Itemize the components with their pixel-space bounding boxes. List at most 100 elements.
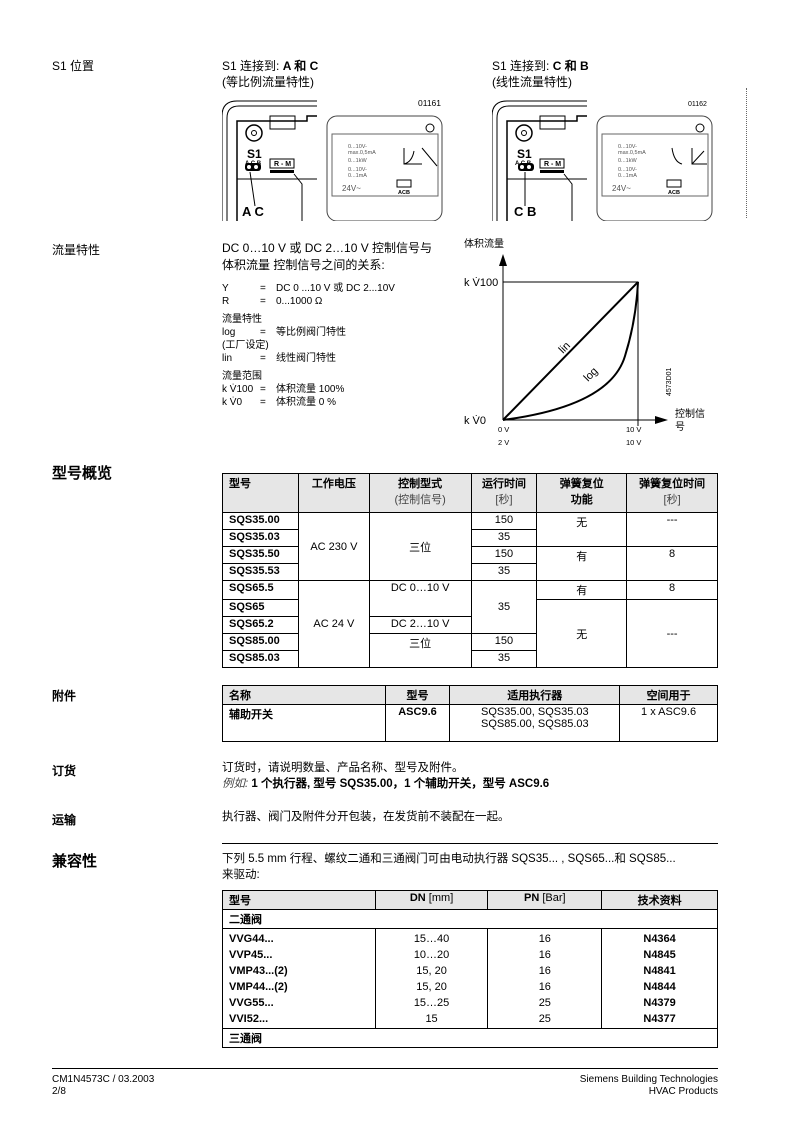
- b: DN: [409, 892, 426, 904]
- line: 来驱动:: [222, 869, 260, 881]
- line: SQS35.00, SQS35.03: [480, 706, 589, 718]
- cell: 15…25: [413, 997, 450, 1009]
- switch-position-label: A C: [242, 204, 265, 219]
- type-cell: ASC9.6: [384, 704, 451, 742]
- value: 等比例阀门特性: [276, 327, 346, 338]
- prefix: S1 连接到:: [222, 59, 283, 73]
- value: 线性阀门特性: [276, 353, 336, 364]
- flow-intro: DC 0…10 V 或 DC 2…10 V 控制信号与 体积流量 控制信号之间的…: [222, 240, 432, 274]
- control-cell: 三位: [368, 512, 472, 581]
- x-axis-label: 控制信: [675, 407, 705, 420]
- prefix: S1 连接到:: [492, 59, 553, 73]
- key: k V̇0: [222, 397, 243, 408]
- rm-text: R - M: [274, 161, 291, 168]
- cell: 10…20: [413, 949, 450, 961]
- runtime-cell: 35: [470, 529, 538, 547]
- cell: N4364: [643, 933, 676, 945]
- voltage-cell: AC 230 V: [297, 512, 370, 581]
- space-cell: 1 x ASC9.6: [619, 704, 718, 742]
- s1-left-diagram: 01161 S1 A C B R - M A C 24V~ 0...10V- m…: [222, 98, 443, 221]
- connector-label: ACB: [668, 190, 680, 196]
- col-voltage: 工作电压: [297, 473, 370, 513]
- col-doc: 技术资料: [601, 890, 718, 910]
- cell: 15, 20: [416, 981, 447, 993]
- h2: [秒]: [495, 494, 513, 506]
- diagram-code: 01161: [418, 98, 441, 108]
- runtime-cell: 150: [470, 512, 538, 530]
- data-rows: VVG44... VVP45... VMP43...(2) VMP44...(2) VV…: [222, 928, 718, 1029]
- example-label: 例如:: [222, 778, 249, 790]
- lin-label: lin: [557, 340, 573, 356]
- y-top-label: k V̇100: [464, 276, 498, 289]
- control-cell: DC 2…10 V: [368, 616, 472, 634]
- s1-label: S1 位置: [52, 59, 95, 73]
- spec: 0...10V-: [618, 144, 637, 150]
- range-row: k V̇0 = 体积流量 0 %: [222, 397, 337, 408]
- runtime-cell: 150: [470, 633, 538, 651]
- cell: VMP44...(2): [229, 981, 288, 993]
- cell: N4379: [643, 997, 676, 1009]
- cell: 25: [538, 1013, 551, 1025]
- key: log: [222, 327, 236, 338]
- type-cell: SQS35.00: [222, 512, 299, 530]
- log-label: log: [582, 365, 601, 384]
- line: 下列 5.5 mm 行程、螺纹二通和三通阀门可由电动执行器 SQS35... ,…: [222, 853, 676, 865]
- range-row: k V̇100 = 体积流量 100%: [222, 384, 345, 395]
- col-type: 型号: [384, 685, 451, 705]
- table-row: 辅助开关 ASC9.6 SQS35.00, SQS35.03 SQS85.00, SQ…: [222, 704, 718, 742]
- for-cell: SQS35.00, SQS35.03 SQS85.00, SQS85.03: [449, 704, 621, 742]
- h1: 运行时间: [481, 478, 526, 490]
- table-row: SQS65.2 DC 2…10 V: [222, 616, 718, 634]
- col-spring: 弹簧复位 功能: [536, 473, 628, 513]
- log-curve: [502, 281, 639, 421]
- type-col: VVG44... VVP45... VMP43...(2) VMP44...(2) VV…: [222, 928, 376, 1029]
- group-row: 三通阀: [222, 1028, 718, 1048]
- cell: 16: [538, 965, 551, 977]
- order-text: 订货时，请说明数量、产品名称、型号及附件。: [222, 762, 464, 774]
- char-row: lin = 线性阀门特性: [222, 353, 336, 364]
- springtime-cell: 8: [626, 580, 718, 600]
- table-row: SQS35.00 AC 230 V 三位 150 无 ---: [222, 512, 718, 581]
- models-table: 型号 工作电压 控制型式 (控制信号) 运行时间 [秒] 弹簧复位 功能 弹簧复位时间…: [222, 473, 718, 668]
- flow-label: 流量特性: [52, 243, 101, 257]
- cell: VVG44...: [229, 933, 274, 945]
- x-tick: 0 V: [498, 425, 509, 434]
- h1: 弹簧复位: [559, 478, 604, 490]
- h1: 控制型式: [398, 478, 443, 490]
- s1-right-title: S1 连接到: C 和 B: [492, 57, 589, 74]
- range-title: 流量范围: [222, 371, 262, 382]
- x-tick: 10 V: [626, 425, 641, 434]
- factory-setting: (工厂设定): [222, 340, 269, 351]
- spec: 0...1kW: [348, 158, 367, 164]
- h1: 弹簧复位时间: [639, 478, 706, 490]
- rm-text: R - M: [544, 161, 561, 168]
- cell: VVP45...: [229, 949, 273, 961]
- flow-characteristic-diagram: 体积流量 k V̇100 k V̇0 lin log 4573D01 控制信 号…: [464, 237, 705, 447]
- divider: [222, 843, 718, 844]
- cell: VVI52...: [229, 1013, 269, 1025]
- compat-label: 兼容性: [52, 853, 98, 870]
- x-axis-arrow: [655, 416, 668, 424]
- cell: N4377: [643, 1013, 676, 1025]
- key: R: [222, 296, 230, 307]
- division: HVAC Products: [648, 1086, 718, 1097]
- cell: N4844: [643, 981, 676, 993]
- b: PN: [524, 892, 540, 904]
- col-springtime: 弹簧复位时间 [秒]: [626, 473, 718, 513]
- doc-col: N4364 N4845 N4841 N4844 N4379 N4377: [601, 928, 718, 1029]
- runtime-cell: 35: [470, 580, 538, 634]
- value: 0...1000 Ω: [276, 296, 323, 307]
- header-row: 型号 工作电压 控制型式 (控制信号) 运行时间 [秒] 弹簧复位 功能 弹簧复位时间…: [222, 473, 718, 513]
- supply-text: 24V~: [612, 184, 631, 193]
- value: DC 0 ...10 V 或 DC 2...10V: [276, 283, 395, 294]
- accessories-table: 名称 型号 适用执行器 空间用于 辅助开关 ASC9.6 SQS35.00, SQS35.…: [222, 685, 718, 742]
- group-row: 二通阀: [222, 909, 718, 929]
- company: Siemens Building Technologies: [579, 1074, 718, 1085]
- acb-text: A C B: [245, 161, 262, 167]
- type-cell: SQS35.03: [222, 529, 299, 547]
- unit: [mm]: [425, 892, 454, 904]
- cell: 15…40: [413, 933, 450, 945]
- cell: N4845: [643, 949, 676, 961]
- control-cell: 三位: [368, 633, 472, 668]
- springtime-cell: ---: [626, 512, 718, 547]
